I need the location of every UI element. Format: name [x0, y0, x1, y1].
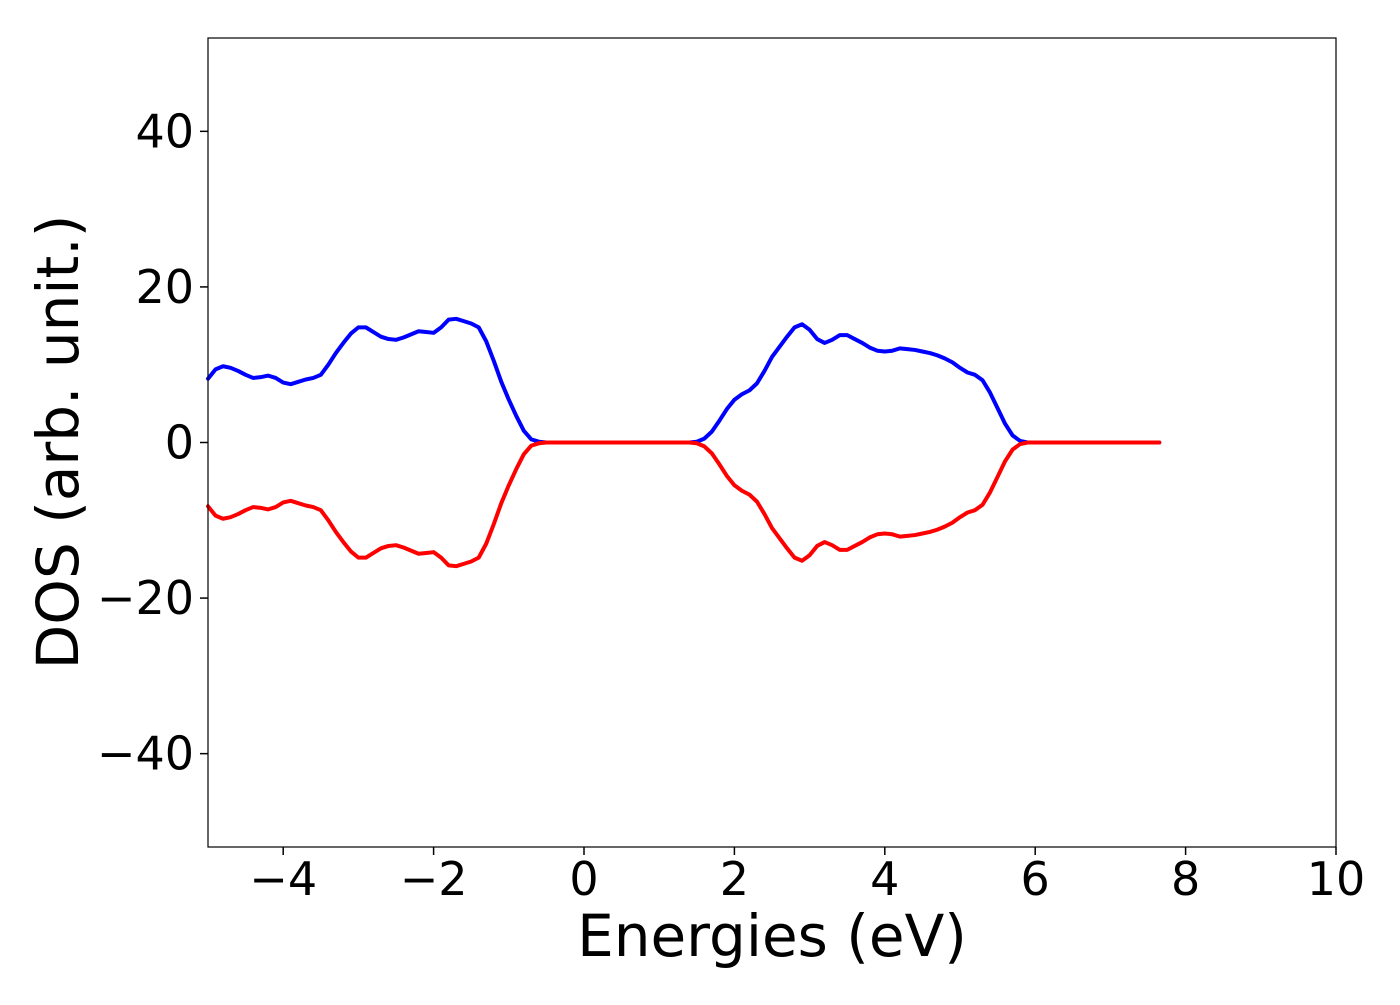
y-tick-label: −20	[97, 571, 194, 625]
series-layer	[206, 316, 1162, 569]
x-tick-label: −2	[400, 852, 468, 906]
y-axis-label: DOS (arb. unit.)	[24, 215, 92, 670]
series-line-2	[206, 440, 1162, 569]
y-tick-label: 40	[135, 104, 194, 158]
x-axis-label: Energies (eV)	[577, 902, 967, 970]
x-tick-label: −4	[249, 852, 317, 906]
x-tick-label: 2	[720, 852, 749, 906]
plot-frame	[207, 37, 1337, 848]
x-axis-ticks: −4 −2 0 2 4 6 8 10	[249, 847, 1365, 906]
y-tick-label: 20	[135, 260, 194, 314]
x-tick-label: 6	[1021, 852, 1050, 906]
x-tick-label: 0	[569, 852, 598, 906]
x-tick-label: 8	[1171, 852, 1200, 906]
y-tick-label: −40	[97, 727, 194, 781]
x-tick-label: 4	[870, 852, 899, 906]
y-axis-ticks: −40 −20 0 20 40	[97, 104, 208, 781]
x-tick-label: 10	[1307, 852, 1366, 906]
y-tick-label: 0	[165, 416, 194, 470]
series-line-1	[206, 316, 1162, 445]
